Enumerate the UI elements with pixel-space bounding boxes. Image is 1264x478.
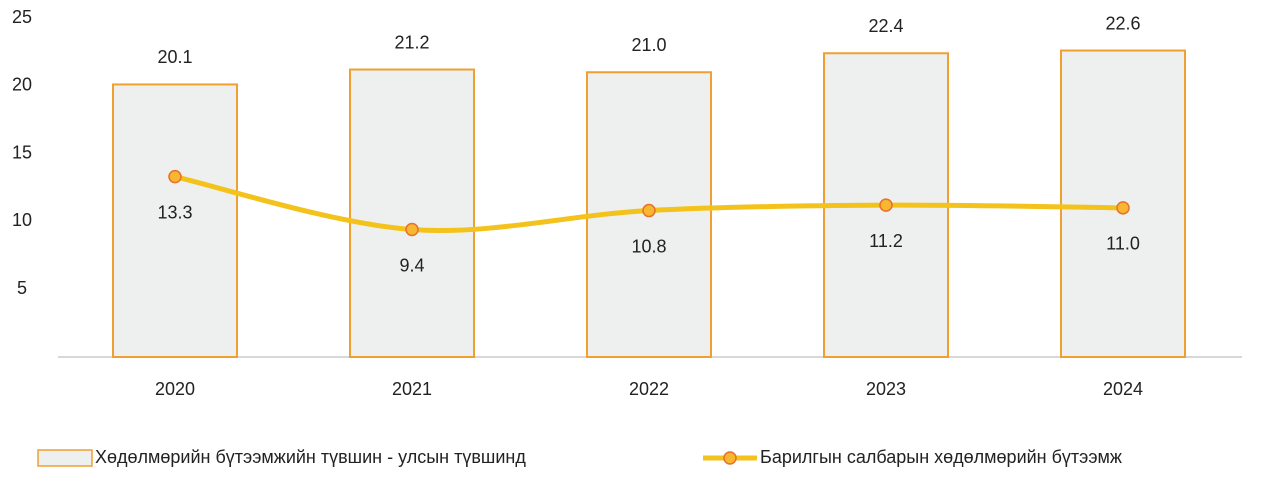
bar-value-label: 21.2 xyxy=(394,32,429,52)
x-tick-label: 2022 xyxy=(629,379,669,399)
line-value-label: 11.0 xyxy=(1106,234,1140,254)
line-marker xyxy=(1116,201,1130,215)
line-marker xyxy=(879,198,893,212)
bar-value-label: 22.4 xyxy=(868,16,903,36)
x-tick-label: 2023 xyxy=(866,379,906,399)
bar xyxy=(349,68,475,358)
line-value-label: 10.8 xyxy=(631,236,666,256)
legend-label: Барилгын салбарын хөдөлмөрийн бүтээмж xyxy=(760,447,1122,467)
bar-value-label: 21.0 xyxy=(631,35,666,55)
legend-label: Хөдөлмөрийн бүтээмжийн түвшин - улсын тү… xyxy=(95,447,526,467)
bar-value-label: 20.1 xyxy=(157,47,192,67)
y-tick-label: 25 xyxy=(12,7,32,27)
line-value-label: 11.2 xyxy=(869,231,903,251)
line-marker xyxy=(168,169,182,184)
x-tick-label: 2024 xyxy=(1103,379,1143,399)
y-tick-label: 10 xyxy=(12,210,32,230)
x-tick-label: 2021 xyxy=(392,379,432,399)
legend-swatch xyxy=(37,449,93,467)
y-tick-label: 5 xyxy=(17,278,27,298)
y-tick-label: 20 xyxy=(12,75,32,95)
line-marker xyxy=(642,203,656,218)
line-value-label: 9.4 xyxy=(399,255,424,275)
line-marker xyxy=(405,222,419,237)
y-tick-label: 15 xyxy=(12,142,32,162)
x-tick-label: 2020 xyxy=(155,379,195,399)
legend-marker xyxy=(723,451,737,465)
line-value-label: 13.3 xyxy=(157,202,192,222)
bar xyxy=(112,83,238,358)
bar-value-label: 22.6 xyxy=(1105,13,1140,33)
